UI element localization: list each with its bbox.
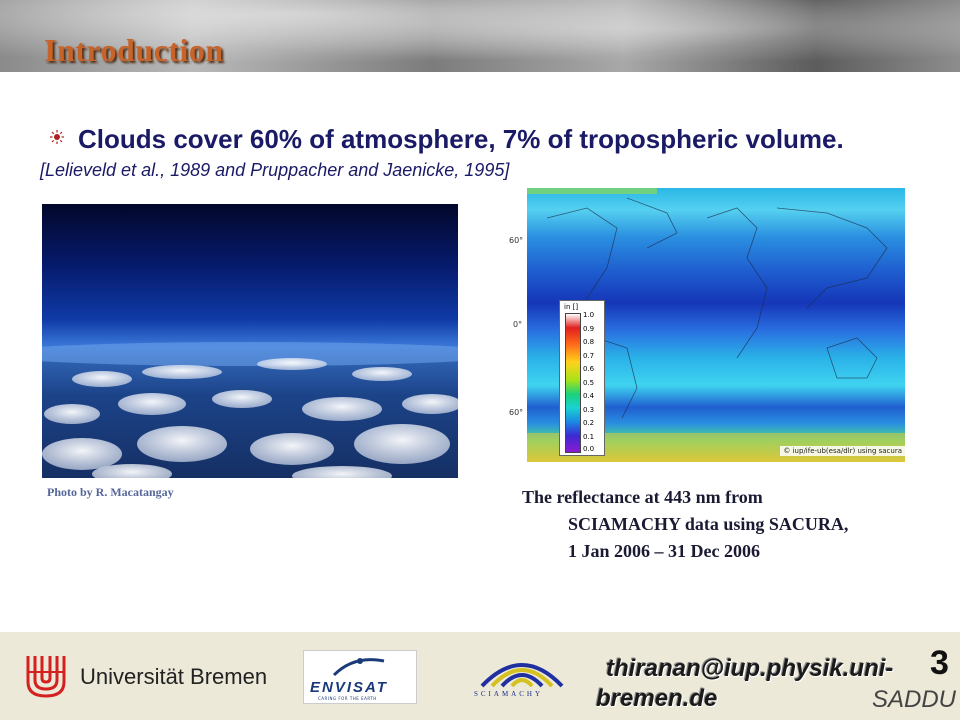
contact-email[interactable]: thiranan@iup.physik.uni- bremen.de: [596, 654, 894, 714]
colorbar-tick: 0.9: [583, 324, 595, 333]
sun-bullet-icon: [50, 130, 64, 144]
colorbar-tick: 0.2: [583, 419, 595, 427]
lat-label-60n: 60°: [509, 236, 524, 245]
world-map: in [] 1.0 0.9 0.8 0.7 0.6 0.5 0.4 0.3 0.…: [527, 188, 905, 462]
envisat-tagline: CARING FOR THE EARTH: [318, 696, 377, 701]
colorbar-tick: 0.1: [583, 432, 595, 441]
colorbar-unit: in []: [564, 303, 579, 311]
map-caption: The reflectance at 443 nm from SCIAMACHY…: [522, 484, 848, 565]
envisat-logo: ENVISAT CARING FOR THE EARTH: [303, 650, 417, 704]
map-caption-line1: The reflectance at 443 nm from: [522, 487, 763, 507]
slide-title: Introduction: [44, 32, 224, 68]
email-line2: bremen.de: [596, 685, 718, 712]
email-line1: thiranan@iup.physik.uni-: [606, 655, 894, 682]
lat-label-0: 0°: [513, 320, 523, 329]
colorbar-tick: 0.6: [583, 365, 595, 373]
citation: [Lelieveld et al., 1989 and Pruppacher a…: [40, 160, 510, 180]
header-band: Introduction: [0, 0, 960, 72]
map-caption-line2: SCIAMACHY data using SACURA,: [568, 514, 849, 534]
colorbar: in [] 1.0 0.9 0.8 0.7 0.6 0.5 0.4 0.3 0.…: [559, 300, 605, 456]
map-copyright: © iup/ife-ub(esa/dlr) using sacura: [780, 446, 905, 456]
colorbar-tick: 1.0: [583, 311, 595, 319]
bullet-text: Clouds cover 60% of atmosphere, 7% of tr…: [78, 124, 844, 154]
lat-label-60s: 60°: [509, 408, 524, 417]
cloud-photo: [42, 204, 458, 478]
colorbar-tick: 0.3: [583, 405, 595, 414]
photo-caption: Photo by R. Macatangay: [47, 485, 174, 499]
colorbar-tick: 0.4: [583, 392, 595, 400]
sciamachy-logo-icon: [480, 663, 564, 688]
page-number: 3: [930, 644, 949, 682]
cloud-photo-illustration: [42, 342, 458, 478]
colorbar-tick: 0.0: [583, 445, 595, 453]
saddu-label: SADDU: [872, 686, 957, 713]
map-caption-line3: 1 Jan 2006 – 31 Dec 2006: [568, 541, 760, 561]
envisat-swoosh-icon: [332, 658, 385, 677]
university-logo-icon: [26, 656, 66, 698]
reflectance-map: 60° 0° 60° in [] 1.0 0.9 0.8 0.7 0.6 0.5: [505, 188, 905, 462]
colorbar-tick: 0.7: [583, 351, 595, 360]
footer: Universität Bremen ENVISAT CARING FOR TH…: [0, 632, 960, 720]
sciamachy-text: SCIAMACHY: [474, 690, 544, 698]
colorbar-gradient: [565, 313, 581, 453]
university-name: Universität Bremen: [80, 664, 268, 689]
colorbar-tick: 0.5: [583, 378, 595, 387]
colorbar-tick: 0.8: [583, 338, 595, 346]
envisat-text: ENVISAT: [310, 679, 388, 696]
